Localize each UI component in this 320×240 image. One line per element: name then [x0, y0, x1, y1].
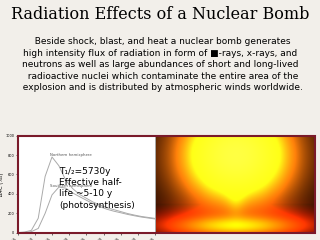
Text: Radiation Effects of a Nuclear Bomb: Radiation Effects of a Nuclear Bomb: [11, 6, 309, 23]
Text: T₁/₂=5730y: T₁/₂=5730y: [59, 167, 110, 176]
Text: Beside shock, blast, and heat a nuclear bomb generates
high intensity flux of ra: Beside shock, blast, and heat a nuclear …: [17, 37, 303, 92]
Text: Effective half-
life ~5-10 y
(photosynthesis): Effective half- life ~5-10 y (photosynth…: [59, 178, 135, 210]
Text: Northern hemisphere: Northern hemisphere: [50, 153, 92, 157]
Text: Southern hemisphere: Southern hemisphere: [50, 184, 92, 188]
Y-axis label: Δ4C (‰): Δ4C (‰): [0, 173, 4, 196]
